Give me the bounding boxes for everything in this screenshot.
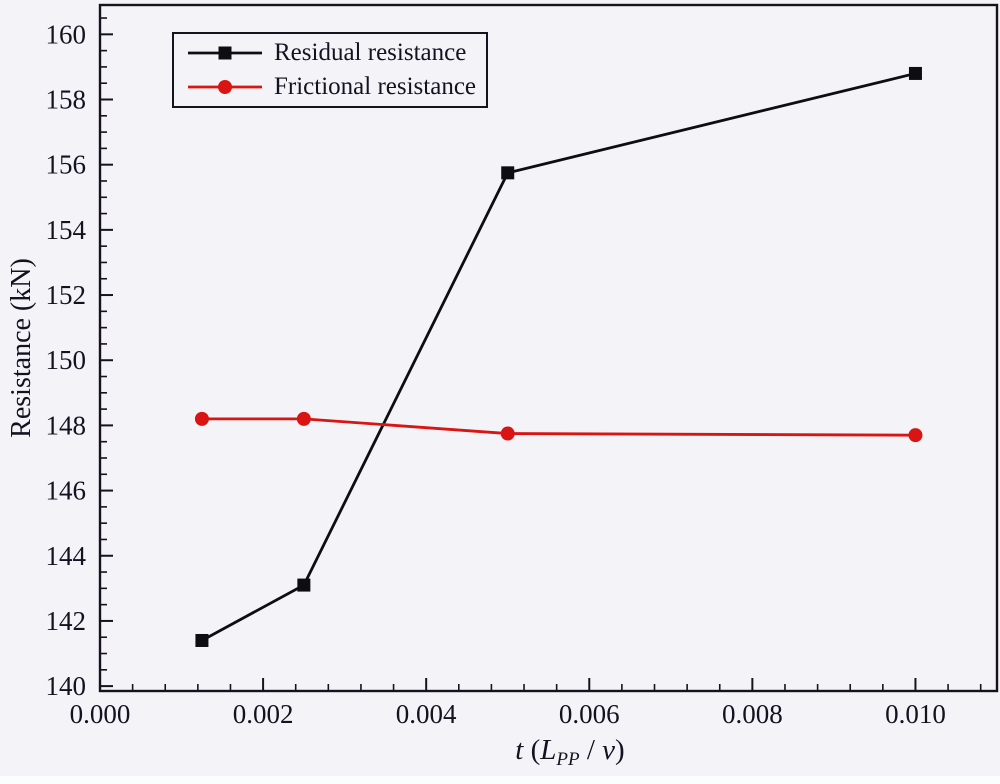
y-tick-label: 154 — [46, 215, 87, 245]
y-tick-label: 158 — [46, 85, 87, 115]
y-axis-title: Resistance (kN) — [6, 258, 37, 438]
legend: Residual resistance Frictional resistanc… — [172, 32, 488, 108]
legend-label-frictional-resistance: Frictional resistance — [274, 73, 477, 100]
y-tick-label: 156 — [46, 150, 87, 180]
data-point-frictional-resistance — [194, 411, 209, 426]
x-axis-title-t: t — [515, 734, 524, 766]
data-point-frictional-resistance — [500, 426, 515, 441]
data-point-frictional-resistance — [908, 428, 923, 443]
x-axis-title-slash: / — [579, 734, 603, 766]
legend-line-square-marker-icon — [188, 46, 262, 60]
x-tick-label: 0.010 — [885, 699, 946, 729]
x-axis-title-v: v — [602, 734, 616, 766]
y-tick-label: 150 — [46, 345, 87, 375]
legend-item-frictional-resistance: Frictional resistance — [184, 70, 476, 104]
x-axis-title-paren-open: ( — [523, 734, 541, 766]
data-point-residual-resistance — [195, 633, 209, 647]
x-tick-label: 0.004 — [396, 699, 457, 729]
bottom-edge-strip — [0, 776, 1000, 784]
legend-line-circle-marker-icon — [188, 80, 262, 94]
data-point-frictional-resistance — [296, 411, 311, 426]
series-line-residual-resistance — [201, 72, 916, 642]
x-tick-label: 0.002 — [233, 699, 294, 729]
y-tick-label: 140 — [46, 671, 87, 701]
legend-item-residual-resistance: Residual resistance — [184, 36, 476, 70]
x-axis-title: t (LPP / v) — [420, 728, 720, 772]
x-axis-title-subscript-pp: PP — [556, 749, 580, 770]
y-tick-label: 152 — [46, 280, 87, 310]
y-tick-label: 142 — [46, 606, 87, 636]
y-tick-label: 148 — [46, 410, 87, 440]
data-point-residual-resistance — [501, 166, 515, 180]
x-axis-title-paren-close: ) — [615, 734, 625, 766]
x-axis-title-L: L — [540, 734, 557, 766]
y-tick-label: 144 — [46, 541, 87, 571]
x-tick-label: 0.000 — [70, 699, 131, 729]
data-point-residual-resistance — [297, 578, 311, 592]
legend-label-residual-resistance: Residual resistance — [274, 39, 467, 66]
x-tick-label: 0.008 — [722, 699, 783, 729]
x-tick-label: 0.006 — [559, 699, 620, 729]
plot-frame — [98, 3, 999, 693]
data-point-residual-resistance — [908, 66, 922, 80]
y-tick-label: 160 — [46, 19, 87, 49]
y-tick-label: 146 — [46, 476, 87, 506]
series-line-frictional-resistance — [201, 417, 916, 437]
